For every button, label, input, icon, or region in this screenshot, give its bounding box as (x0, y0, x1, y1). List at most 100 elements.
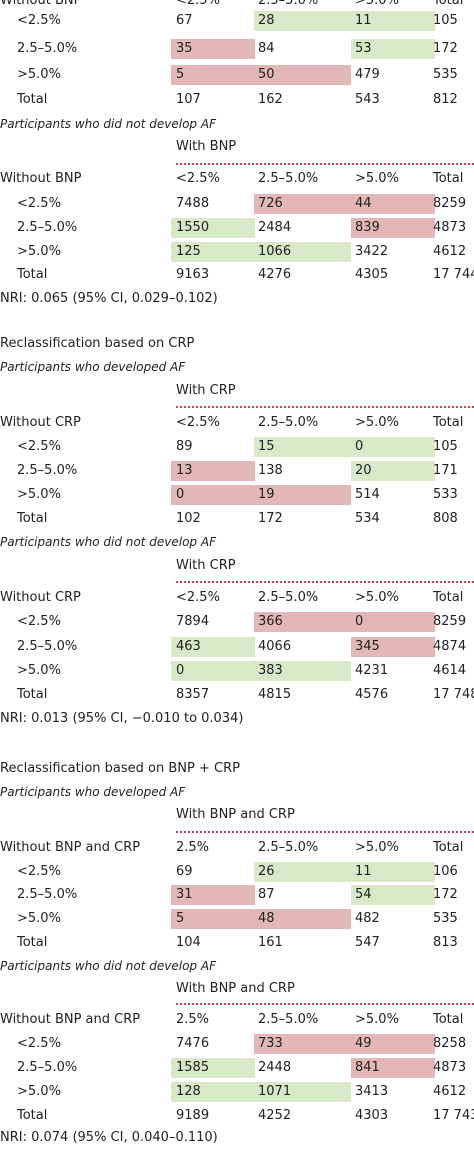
column-header: Total (433, 1012, 464, 1027)
table-cell: 26 (258, 864, 275, 879)
table-cell: 543 (355, 92, 380, 107)
row-label: <2.5% (17, 864, 61, 879)
column-header: 2.5–5.0% (258, 840, 319, 855)
table-cell: 7488 (176, 196, 210, 211)
table-cell: 89 (176, 439, 193, 454)
column-header: >5.0% (355, 171, 399, 186)
row-label: >5.0% (17, 244, 61, 259)
highlight-cell (351, 885, 435, 905)
table-cell: 87 (258, 887, 275, 902)
table-cell: 69 (176, 864, 193, 879)
table-cell: 49 (355, 1036, 372, 1051)
row-label: >5.0% (17, 911, 61, 926)
highlight-cell (351, 612, 435, 632)
table-cell: 8258 (433, 1036, 467, 1051)
highlight-cell (351, 862, 435, 882)
subsection-caption: Participants who did not develop AF (0, 117, 216, 131)
row-label: >5.0% (17, 487, 61, 502)
column-header: Total (433, 415, 464, 430)
column-header: <2.5% (176, 0, 220, 8)
row-label: <2.5% (17, 439, 61, 454)
table-cell: 535 (433, 911, 458, 926)
highlight-cell (351, 461, 435, 481)
table-cell: 104 (176, 935, 201, 950)
column-group-label: With CRP (176, 383, 236, 398)
table-cell: 50 (258, 67, 275, 82)
highlight-cell (351, 637, 435, 657)
column-header: >5.0% (355, 590, 399, 605)
highlight-cell (254, 612, 351, 632)
table-cell: 4252 (258, 1108, 292, 1123)
table-cell: 11 (355, 864, 372, 879)
column-header: >5.0% (355, 840, 399, 855)
highlight-cell (171, 485, 351, 505)
table-cell: 4303 (355, 1108, 389, 1123)
table-cell: 0 (355, 439, 364, 454)
table-cell: 9163 (176, 267, 210, 282)
column-header: 2.5–5.0% (258, 1012, 319, 1027)
highlight-cell (254, 11, 351, 31)
column-header: 2.5–5.0% (258, 0, 319, 8)
table-cell: 107 (176, 92, 201, 107)
highlight-cell (351, 218, 435, 238)
table-cell: 44 (355, 196, 372, 211)
table-cell: 463 (176, 639, 201, 654)
highlight-cell (351, 1058, 435, 1078)
table-cell: 4066 (258, 639, 292, 654)
section-title: Reclassification based on BNP + CRP (0, 761, 240, 776)
highlight-cell (254, 862, 351, 882)
table-cell: 7476 (176, 1036, 210, 1051)
table-cell: 366 (258, 614, 283, 629)
section-title: Reclassification based on CRP (0, 336, 195, 351)
column-header: Total (433, 0, 464, 8)
highlight-cell (171, 65, 351, 85)
table-cell: 4612 (433, 244, 467, 259)
table-cell: 4276 (258, 267, 292, 282)
row-label: 2.5–5.0% (17, 463, 78, 478)
highlight-cell (171, 39, 255, 59)
table-cell: 67 (176, 13, 193, 28)
table-cell: 813 (433, 935, 458, 950)
table-cell: 4815 (258, 687, 292, 702)
row-label: Total (17, 92, 48, 107)
highlight-cell (254, 437, 351, 457)
table-cell: 161 (258, 935, 283, 950)
table-cell: 3413 (355, 1084, 389, 1099)
table-cell: 54 (355, 887, 372, 902)
table-cell: 0 (176, 663, 185, 678)
table-cell: 5 (176, 911, 185, 926)
highlight-cell (351, 437, 435, 457)
table-cell: 17 743 (433, 1108, 474, 1123)
table-cell: 17 748 (433, 687, 474, 702)
table-cell: 4874 (433, 639, 467, 654)
table-cell: 162 (258, 92, 283, 107)
column-group-label: With BNP and CRP (176, 981, 295, 996)
table-cell: 482 (355, 911, 380, 926)
row-label: <2.5% (17, 614, 61, 629)
row-header-label: Without BNP (0, 0, 82, 8)
table-cell: 4231 (355, 663, 389, 678)
column-header: 2.5–5.0% (258, 590, 319, 605)
row-label: <2.5% (17, 1036, 61, 1051)
nri-statistic: NRI: 0.065 (95% CI, 0.029–0.102) (0, 291, 218, 306)
row-label: >5.0% (17, 663, 61, 678)
table-cell: 345 (355, 639, 380, 654)
nri-statistic: NRI: 0.013 (95% CI, −0.010 to 0.034) (0, 711, 244, 726)
table-cell: 1066 (258, 244, 292, 259)
row-label: 2.5–5.0% (17, 1060, 78, 1075)
table-cell: 383 (258, 663, 283, 678)
row-label: >5.0% (17, 67, 61, 82)
table-cell: 7894 (176, 614, 210, 629)
table-cell: 106 (433, 864, 458, 879)
row-header-label: Without CRP (0, 415, 81, 430)
column-header: >5.0% (355, 0, 399, 8)
table-cell: 547 (355, 935, 380, 950)
table-cell: 1550 (176, 220, 210, 235)
table-cell: 5 (176, 67, 185, 82)
highlight-cell (171, 218, 255, 238)
column-group-rule (176, 163, 474, 165)
table-cell: 841 (355, 1060, 380, 1075)
table-cell: 19 (258, 487, 275, 502)
column-group-rule (176, 581, 474, 583)
table-cell: 53 (355, 41, 372, 56)
